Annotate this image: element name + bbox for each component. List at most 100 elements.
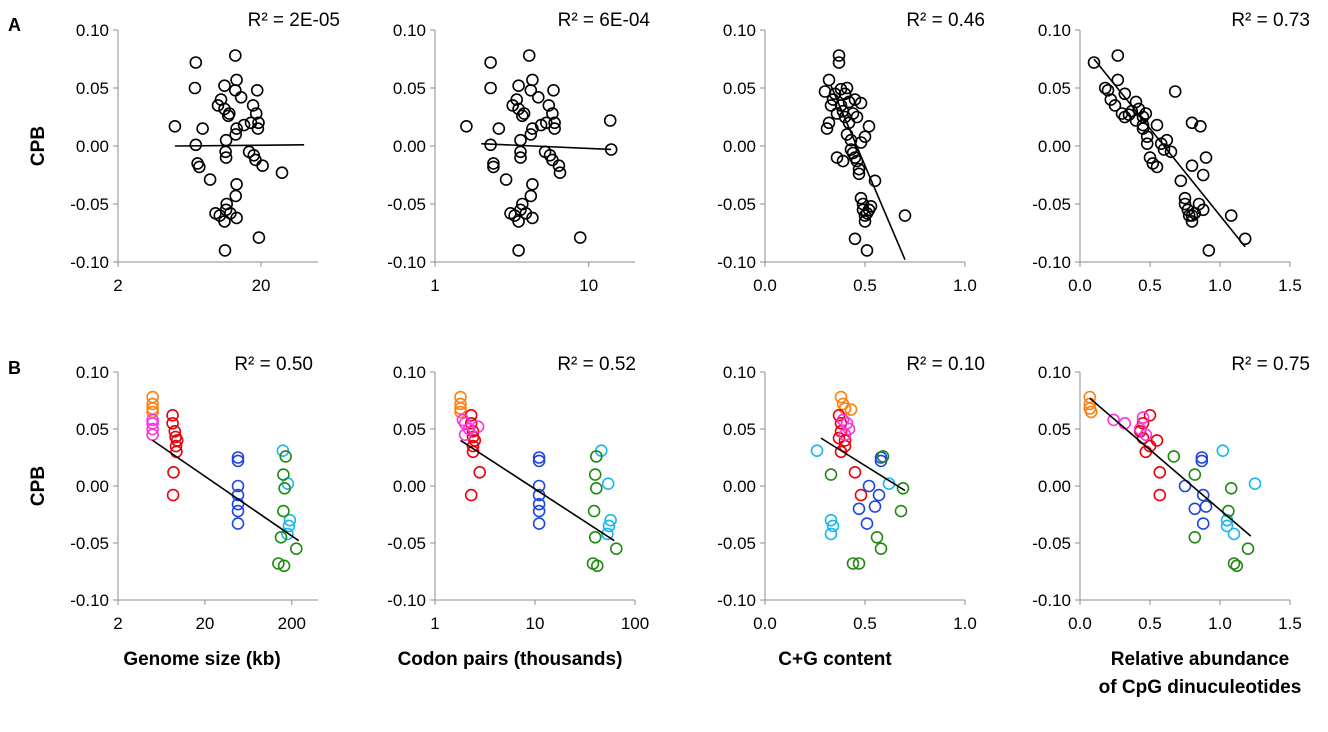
panel-a2-point-black bbox=[531, 91, 545, 104]
panel-a2-point-black bbox=[487, 160, 500, 174]
panel-a1-point-black bbox=[249, 107, 263, 120]
panel-a2-point-black bbox=[546, 107, 559, 120]
panel-b1-point-blue bbox=[231, 479, 245, 493]
panel-b1-point-red bbox=[166, 416, 179, 430]
panel-a3-point-black bbox=[858, 215, 872, 228]
panel-a4-point-black bbox=[1185, 215, 1199, 228]
panel-a3-y-tick-label: 0.00 bbox=[723, 137, 756, 156]
panel-b1-point-cyan bbox=[282, 519, 296, 533]
panel-a2-point-black bbox=[484, 56, 497, 69]
panel-a1-point-black bbox=[211, 99, 225, 112]
panel-a3-point-black bbox=[854, 96, 868, 110]
panel-a2-point-black bbox=[512, 215, 525, 228]
panel-b1-point-cyan bbox=[283, 513, 297, 527]
panel-b3-point-green bbox=[846, 557, 860, 570]
panel-b2-point-blue bbox=[532, 517, 546, 530]
panel-b3-point-orange bbox=[834, 390, 848, 404]
panel-b4-y-tick-label: 0.10 bbox=[1038, 363, 1071, 382]
panel-a3-point-black bbox=[854, 191, 868, 205]
panel-b1-r-squared: R² = 0.50 bbox=[234, 354, 313, 375]
panel-a1-trendline bbox=[174, 144, 305, 147]
panel-a2-r-squared: R² = 6E-04 bbox=[558, 10, 651, 31]
panel-b1-point-green bbox=[272, 557, 285, 570]
panel-a2-point-black bbox=[573, 231, 587, 244]
panel-b4-point-green bbox=[1224, 481, 1238, 495]
panel-b2-point-cyan bbox=[604, 513, 617, 527]
panel-a1-point-black bbox=[229, 49, 242, 62]
panel-a4-point-black bbox=[1150, 160, 1164, 174]
panel-a3-point-black bbox=[824, 99, 838, 112]
panel-b1-point-orange bbox=[146, 397, 159, 411]
panel-a2-point-black bbox=[510, 93, 524, 106]
panel-a4-trendline bbox=[1093, 58, 1246, 248]
panel-b1-y-tick-label: 0.05 bbox=[76, 420, 109, 439]
panel-a4-point-black bbox=[1185, 209, 1199, 222]
panel-b4-point-blue bbox=[1195, 451, 1209, 464]
panel-a2-point-black bbox=[526, 211, 539, 225]
panel-b4-point-magenta bbox=[1139, 428, 1153, 442]
panel-b1-y-tick-label: 0.10 bbox=[76, 363, 109, 382]
panel-a1-point-black bbox=[230, 122, 243, 135]
panel-a1-point-black bbox=[229, 189, 242, 203]
panel-a1-point-black bbox=[229, 84, 242, 97]
panel-a2-point-black bbox=[512, 244, 525, 257]
panel-a4-point-black bbox=[1168, 85, 1182, 98]
panel-a4-x-tick-label: 1.5 bbox=[1278, 276, 1302, 295]
panel-a4-point-black bbox=[1199, 151, 1213, 164]
panel-a1-point-black bbox=[252, 231, 266, 244]
panel-b4-x-tick-label: 1.0 bbox=[1208, 614, 1232, 633]
panel-b3-y-tick-label: -0.05 bbox=[717, 534, 756, 553]
panel-a3-point-black bbox=[852, 167, 866, 181]
panel-a2-point-black bbox=[552, 159, 566, 172]
panel-a4-point-black bbox=[1146, 157, 1160, 170]
x-axis-title-3-line-1: of CpG dinuculeotides bbox=[1099, 677, 1302, 698]
panel-b1-trendline bbox=[152, 439, 300, 542]
panel-a1-point-black bbox=[237, 118, 251, 132]
panel-b2-point-cyan bbox=[601, 477, 615, 491]
panel-a3-y-tick-label: -0.10 bbox=[717, 253, 756, 272]
panel-b3-point-red bbox=[832, 431, 846, 445]
panel-a1-point-black bbox=[246, 99, 260, 112]
panel-a1-point-black bbox=[234, 91, 248, 104]
panel-b3-y-tick-label: -0.10 bbox=[717, 591, 756, 610]
panel-a2-y-tick-label: 0.05 bbox=[393, 79, 426, 98]
panel-a4-point-black bbox=[1108, 99, 1122, 112]
panel-a3-point-black bbox=[898, 209, 912, 222]
panel-b1-point-blue bbox=[231, 504, 245, 518]
panel-a4-y-tick-label: 0.00 bbox=[1038, 137, 1071, 156]
panel-b3-x-tick-label: 1.0 bbox=[953, 614, 977, 633]
panel-b2-x-tick-label: 100 bbox=[621, 614, 649, 633]
panel-a3-point-black bbox=[832, 49, 846, 62]
panel-a4-point-black bbox=[1164, 145, 1178, 159]
panel-a3-point-black bbox=[822, 73, 836, 87]
panel-a4-point-black bbox=[1196, 203, 1210, 217]
panel-b4-point-green bbox=[1241, 542, 1255, 556]
panel-a2-point-black bbox=[548, 116, 561, 130]
panel-a3-x-tick-label: 1.0 bbox=[953, 276, 977, 295]
panel-b3-point-cyan bbox=[826, 519, 840, 533]
panel-a2-point-black bbox=[524, 189, 538, 203]
panel-b3-point-green bbox=[852, 557, 866, 570]
panel-b4-point-orange bbox=[1084, 405, 1098, 419]
panel-a2-point-black bbox=[542, 99, 556, 112]
panel-b3-y-tick-label: 0.05 bbox=[723, 420, 756, 439]
panel-b3-point-blue bbox=[872, 488, 886, 502]
panel-a1-point-black bbox=[250, 84, 264, 97]
panel-b4-point-magenta bbox=[1107, 413, 1120, 427]
panel-a4-point-black bbox=[1178, 191, 1192, 205]
panel-a1-y-tick-label: -0.05 bbox=[70, 195, 109, 214]
panel-a2-point-black bbox=[514, 145, 527, 159]
panel-b2-point-red bbox=[464, 416, 478, 430]
panel-a3-point-black bbox=[830, 151, 844, 164]
panel-b2-point-green bbox=[587, 504, 601, 518]
panel-a1-point-black bbox=[219, 151, 233, 164]
panel-a3-point-black bbox=[856, 203, 870, 217]
panel-b1-x-tick-label: 2 bbox=[113, 614, 122, 633]
panel-b1-y-tick-label: -0.05 bbox=[70, 534, 109, 553]
panel-a3-y-tick-label: 0.10 bbox=[723, 21, 756, 40]
panel-b3-point-blue bbox=[868, 500, 882, 513]
panel-b2-r-squared: R² = 0.52 bbox=[557, 354, 636, 375]
panel-b4-point-blue bbox=[1196, 517, 1210, 530]
panel-a1-point-black bbox=[251, 122, 265, 135]
panel-b4-r-squared: R² = 0.75 bbox=[1231, 354, 1310, 375]
